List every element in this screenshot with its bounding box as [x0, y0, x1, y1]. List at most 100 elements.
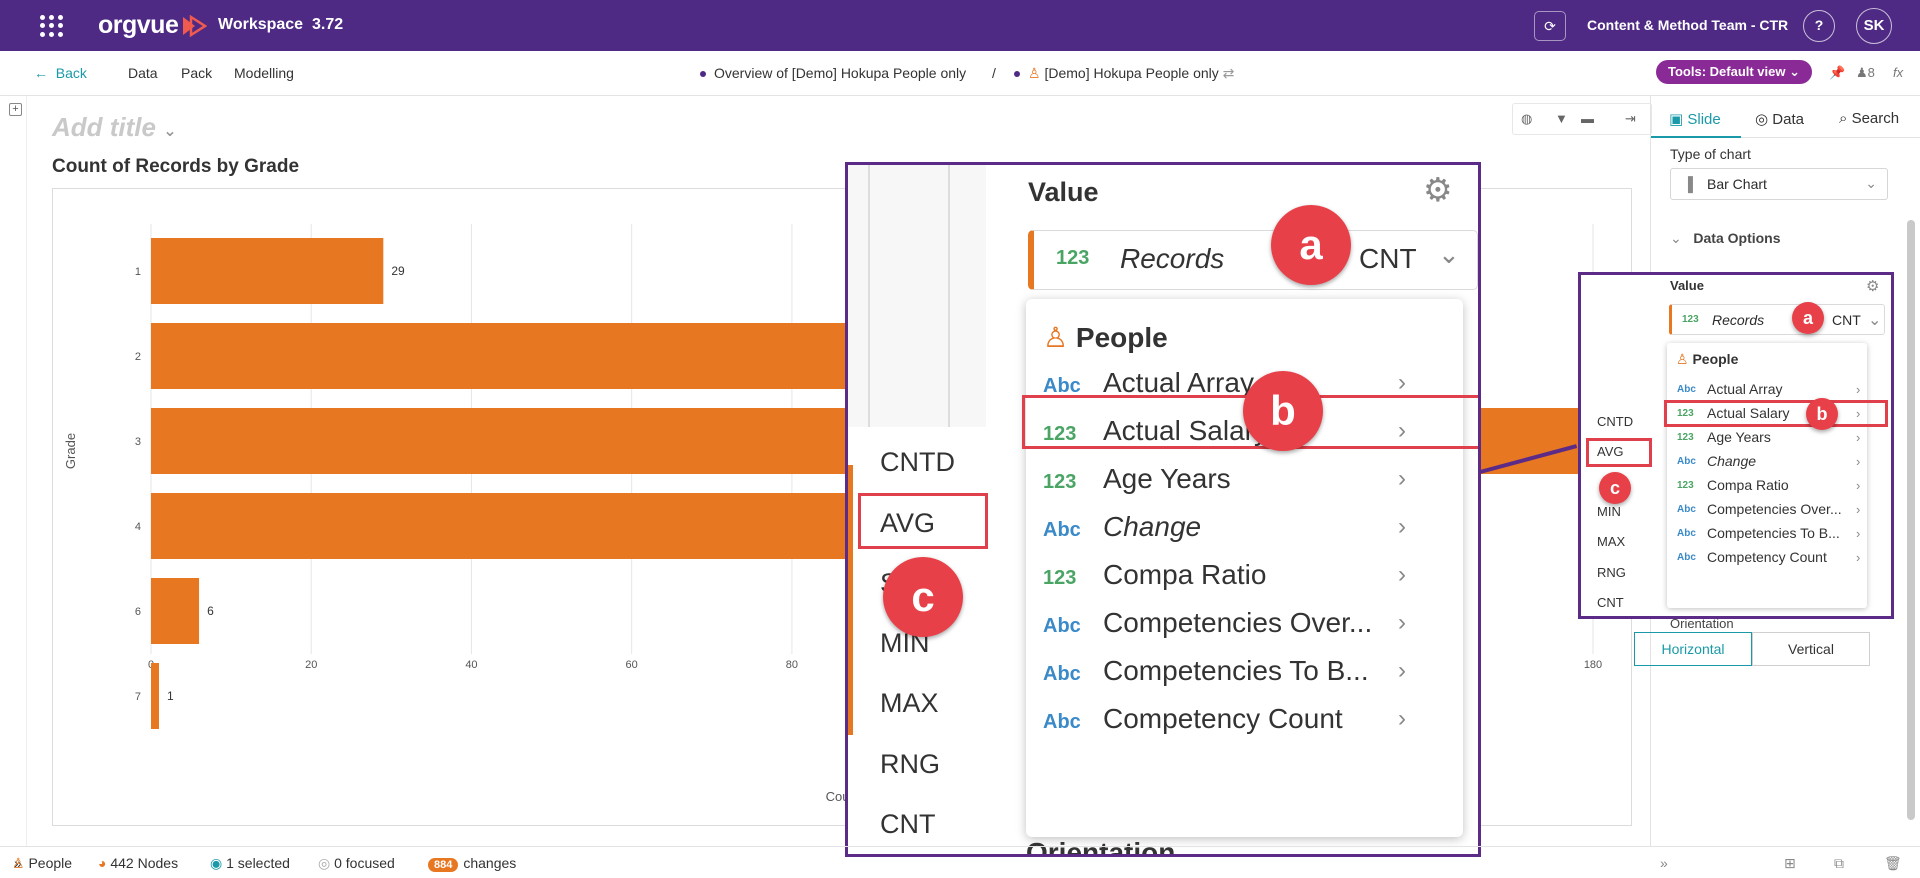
duplicate-icon[interactable]: ⧉ — [1834, 855, 1844, 871]
tab-data[interactable]: ◎ Data — [1755, 111, 1804, 128]
group-people: ♙ People — [1676, 351, 1739, 367]
bar — [151, 578, 200, 644]
nav-data[interactable]: Data — [128, 65, 158, 81]
avatar[interactable]: SK — [1856, 8, 1892, 44]
agg-avg[interactable]: AVG — [1597, 444, 1624, 459]
field-type-tag-large: 123 — [1043, 423, 1077, 445]
y-axis-label: Grade — [63, 433, 78, 469]
sync-icon: ⇄ — [1222, 65, 1235, 81]
field-item-change-large[interactable]: Change — [1103, 511, 1202, 542]
agg-cntd[interactable]: CNTD — [1597, 414, 1634, 429]
left-strip — [0, 96, 27, 846]
users-count[interactable]: ♟8 — [1856, 65, 1875, 80]
field-type-tag-large: Abc — [1043, 375, 1081, 397]
filter-icon[interactable]: ▼ — [1555, 111, 1568, 126]
status-changes[interactable]: 884 changes — [428, 855, 516, 872]
trash-icon[interactable]: 🗑 — [1884, 855, 1902, 871]
add-title-input[interactable]: Add title ⌄ — [52, 112, 177, 142]
field-item-actual-array-large[interactable]: Actual Array — [1103, 367, 1254, 398]
chevron-right-icon: › — [1398, 561, 1406, 588]
agg-max[interactable]: MAX — [1597, 534, 1626, 549]
x-tick-label: 60 — [626, 659, 638, 671]
help-button[interactable]: ? — [1803, 10, 1835, 42]
orientation-horizontal[interactable]: Horizontal — [1634, 632, 1752, 666]
selected-icon: ◉ — [210, 855, 223, 871]
field-item-change[interactable]: Change — [1707, 453, 1757, 469]
field-item-competencies-over[interactable]: Competencies Over... — [1707, 501, 1842, 517]
tools-dropdown[interactable]: Tools: Default view ⌄ — [1656, 60, 1813, 84]
field-item-actual-array[interactable]: Actual Array — [1707, 381, 1783, 397]
x-tick-label: 20 — [305, 659, 317, 671]
comment-icon[interactable]: ▬ — [1581, 111, 1594, 126]
back-link[interactable]: ← Back — [34, 65, 87, 81]
panel-scrollbar[interactable] — [1907, 220, 1915, 820]
tab-search[interactable]: ⌕ Search — [1839, 110, 1900, 127]
chevron-right-icon: › — [1856, 406, 1861, 421]
chevron-right-icon: › — [1398, 417, 1406, 444]
y-tick-label: 7 — [135, 691, 141, 703]
field-item-competency-count-large[interactable]: Competency Count — [1103, 703, 1343, 734]
fx-icon[interactable]: fx — [1893, 65, 1904, 80]
search-icon: ⌕ — [1839, 110, 1848, 127]
field-item-competency-count[interactable]: Competency Count — [1707, 549, 1827, 565]
agg-cntd-large[interactable]: CNTD — [880, 447, 955, 477]
group-people-large: ♙ People — [1043, 322, 1168, 353]
status-people[interactable]: ♙ People — [12, 855, 73, 871]
app-grid-icon[interactable] — [40, 15, 64, 37]
add-slide-icon[interactable]: ⊞ — [1784, 855, 1796, 871]
field-item-competencies-over-large[interactable]: Competencies Over... — [1103, 607, 1373, 638]
highlight-avg-large — [858, 493, 988, 549]
field-item-compa-ratio-large[interactable]: Compa Ratio — [1103, 559, 1267, 590]
data-options-toggle[interactable]: ⌄ Data Options — [1670, 230, 1781, 246]
highlight-actual-salary — [1664, 400, 1888, 427]
chart-type-select[interactable]: ▐ Bar Chart ⌄ — [1670, 168, 1888, 200]
data-label: 29 — [391, 264, 405, 278]
field-type-tag: Abc — [1677, 384, 1696, 395]
refresh-button[interactable]: ⟳ — [1534, 11, 1566, 41]
export-icon[interactable]: ⇥ — [1625, 111, 1636, 126]
add-page-icon[interactable]: + — [9, 103, 22, 116]
value-field-select-large[interactable]: 123 Records CNT ⌄ — [1028, 230, 1478, 290]
nav-modelling[interactable]: Modelling — [234, 65, 294, 81]
agg-rng-large[interactable]: RNG — [880, 749, 940, 779]
field-item-actual-salary[interactable]: Actual Salary — [1707, 405, 1790, 421]
chevron-down-icon: ⌄ — [1789, 64, 1801, 79]
zoom-callout-large: Value ⚙ 123 Records CNT ⌄ a ♙ People Abc… — [845, 162, 1481, 857]
orientation-vertical[interactable]: Vertical — [1752, 632, 1870, 666]
palette-icon[interactable]: ◍ — [1521, 111, 1533, 126]
annotation-badge-a-large: a — [1271, 205, 1351, 285]
chevron-right-icon: › — [1856, 454, 1861, 469]
field-item-competencies-to-b-large[interactable]: Competencies To B... — [1103, 655, 1369, 686]
canvas-toolbar: ◍ ▼ ▬ ⇥ — [1512, 103, 1652, 135]
value-field-select[interactable]: 123 Records CNT ⌄ — [1669, 304, 1885, 335]
breadcrumb-overview[interactable]: Overview of [Demo] Hokupa People only — [700, 65, 966, 81]
expand-icon[interactable]: » — [14, 855, 22, 871]
chevron-down-icon: ⌄ — [1670, 230, 1682, 246]
field-item-actual-salary-large[interactable]: Actual Salary — [1103, 415, 1268, 446]
pin-icon[interactable]: 📌 — [1829, 65, 1846, 80]
agg-max-large[interactable]: MAX — [880, 688, 939, 718]
field-item-age-years[interactable]: Age Years — [1707, 429, 1771, 445]
nav-pack[interactable]: Pack — [181, 65, 213, 81]
annotation-badge-b: b — [1806, 398, 1838, 430]
y-tick-label: 1 — [135, 266, 141, 278]
agg-cnt[interactable]: CNT — [1597, 595, 1624, 610]
collapse-panel-icon[interactable]: » — [1660, 855, 1668, 871]
tab-slide[interactable]: ▣ Slide — [1669, 111, 1721, 128]
gear-icon[interactable]: ⚙ — [1866, 278, 1880, 295]
status-selected[interactable]: ◉ 1 selected — [210, 855, 290, 871]
field-item-compa-ratio[interactable]: Compa Ratio — [1707, 477, 1789, 493]
team-name[interactable]: Content & Method Team - CTR — [1587, 17, 1789, 33]
gear-icon-large[interactable]: ⚙ — [1423, 171, 1453, 208]
agg-rng[interactable]: RNG — [1597, 565, 1626, 580]
field-type-tag: Abc — [1677, 456, 1696, 467]
type-of-chart-label: Type of chart — [1670, 146, 1751, 162]
agg-min[interactable]: MIN — [1597, 504, 1621, 519]
agg-avg-large[interactable]: AVG — [880, 508, 936, 538]
field-item-competencies-to-b[interactable]: Competencies To B... — [1707, 525, 1840, 541]
breadcrumb-dataset[interactable]: ♙ [Demo] Hokupa People only ⇄ — [1014, 65, 1234, 82]
agg-cnt-large[interactable]: CNT — [880, 809, 936, 839]
status-focused[interactable]: ◎ 0 focused — [318, 855, 395, 871]
field-type-tag-large: Abc — [1043, 711, 1081, 733]
field-item-age-years-large[interactable]: Age Years — [1103, 463, 1231, 494]
